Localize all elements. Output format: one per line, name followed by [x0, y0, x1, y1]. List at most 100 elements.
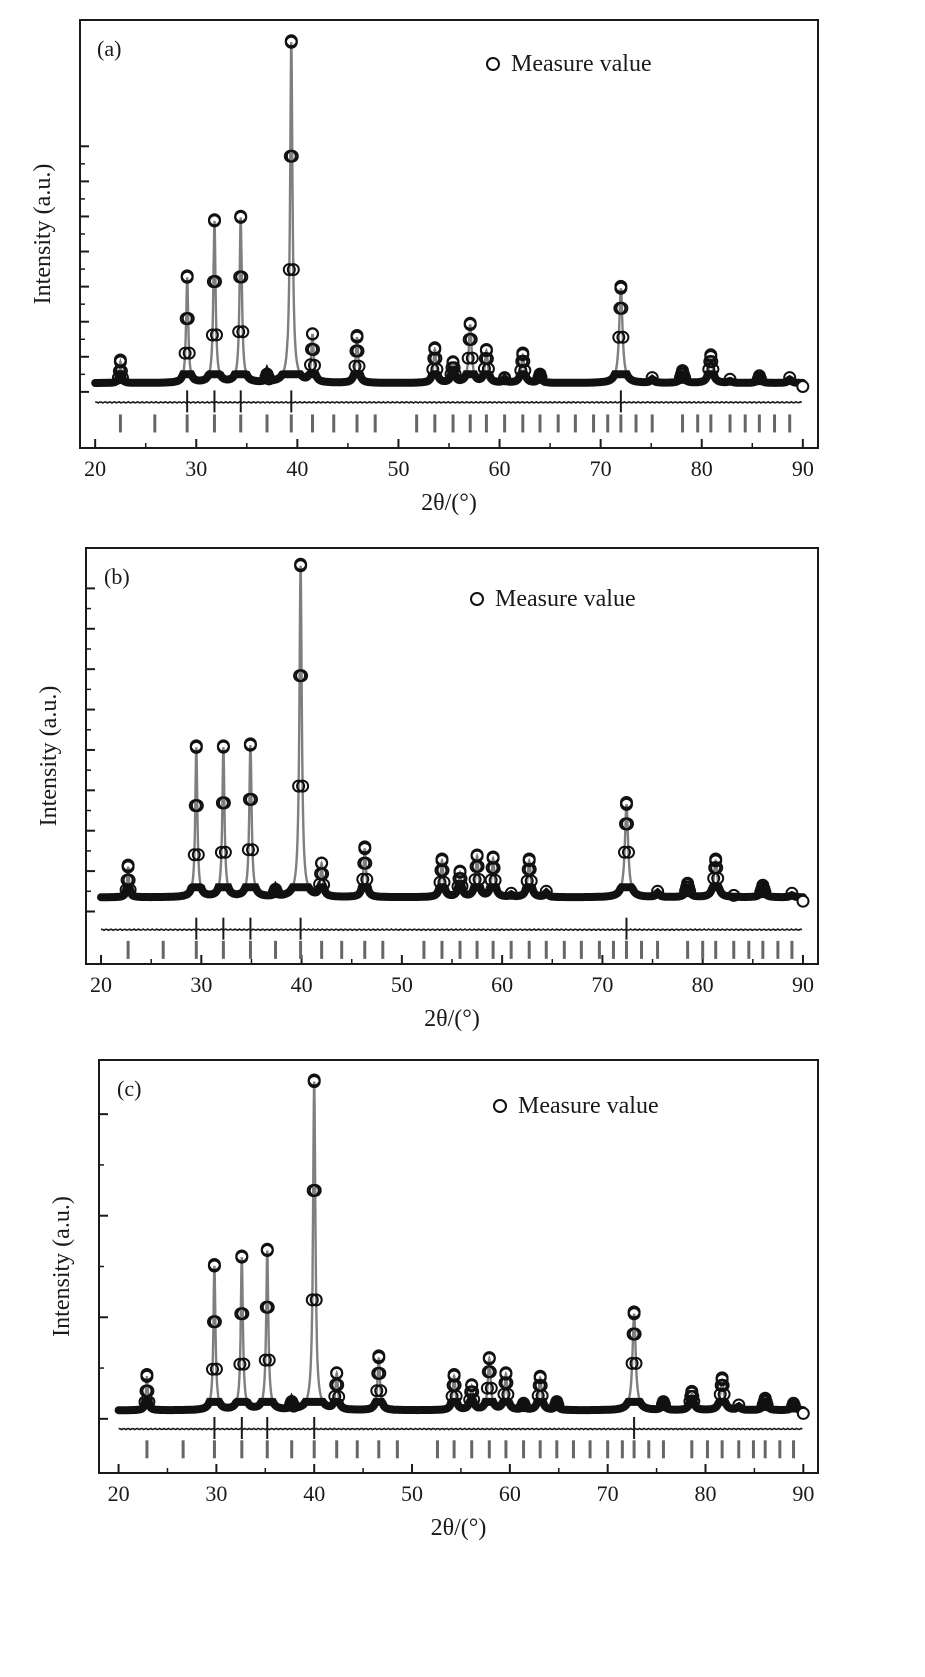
- measured-point: [483, 1365, 497, 1379]
- difference-curve: [118, 1427, 803, 1431]
- x-axis-title: 2θ/(°): [431, 1515, 487, 1541]
- chart-panel-a: 20 30 40 50 60 70 80 90 2θ/(°) Intensity (a.u.) (a…: [30, 19, 819, 516]
- measured-point: [292, 779, 306, 793]
- legend: Measure value: [470, 586, 636, 612]
- measured-point: [467, 1393, 481, 1407]
- x-axis-title: 2θ/(°): [421, 490, 477, 516]
- measured-point: [621, 817, 634, 831]
- measured-point-peak: [260, 1242, 274, 1256]
- x-tick-label: 60: [489, 456, 511, 481]
- measured-point-peak: [681, 876, 695, 890]
- measured-point: [618, 845, 631, 859]
- measured-point: [464, 332, 478, 346]
- measured-point: [451, 880, 465, 893]
- measured-point: [455, 879, 469, 893]
- x-tick-label: 60: [491, 972, 513, 997]
- measured-point-peak: [645, 371, 659, 385]
- measured-point: [122, 873, 136, 887]
- measured-point: [232, 325, 246, 339]
- measured-point-peak: [315, 856, 329, 870]
- measured-point-peak: [113, 353, 127, 367]
- x-tick-label: 40: [303, 1481, 325, 1506]
- x-tick-label: 20: [108, 1481, 130, 1506]
- measured-point-peak: [499, 1366, 513, 1380]
- measured-point-peak: [208, 213, 221, 227]
- measured-point: [116, 371, 129, 385]
- x-tick-label: 60: [499, 1481, 521, 1506]
- measured-point-peak: [620, 796, 633, 809]
- measured-point: [466, 1385, 480, 1399]
- measured-point: [261, 1300, 275, 1314]
- measured-point-peak: [285, 1395, 299, 1409]
- measured-point: [123, 883, 137, 897]
- measured-point-peak: [350, 329, 364, 342]
- measured-point-peak: [516, 346, 530, 360]
- measured-point-peak: [533, 1369, 547, 1383]
- measured-point: [332, 1390, 346, 1404]
- measured-point: [796, 380, 810, 393]
- measured-point-peak: [550, 1395, 564, 1409]
- measured-point-peak: [121, 858, 135, 872]
- measured-point: [484, 873, 498, 887]
- measured-point: [370, 1384, 384, 1398]
- measured-point-peak: [260, 367, 274, 381]
- measured-point-peak: [787, 1396, 800, 1410]
- measured-point-peak: [727, 888, 741, 902]
- measured-point: [359, 856, 373, 870]
- x-tick-label: 50: [401, 1481, 423, 1506]
- measured-point: [796, 894, 810, 908]
- x-tick-label: 30: [190, 972, 212, 997]
- measured-point: [711, 871, 725, 885]
- measured-point-peak: [306, 327, 319, 341]
- measured-point: [246, 843, 259, 857]
- legend-marker: [493, 1099, 507, 1113]
- measured-point-peak: [539, 884, 553, 898]
- measured-point-peak: [284, 34, 298, 48]
- y-axis-title: Intensity (a.u.): [36, 686, 62, 827]
- measured-point: [702, 362, 716, 376]
- x-tick-label: 70: [591, 972, 613, 997]
- measured-point: [628, 1327, 642, 1341]
- measured-point-peak: [294, 557, 308, 571]
- measured-point-peak: [140, 1368, 154, 1381]
- x-tick-label: 20: [84, 456, 106, 481]
- measured-point-peak: [614, 279, 628, 293]
- measured-point: [307, 343, 320, 356]
- measured-point: [484, 1381, 498, 1395]
- measured-point: [448, 367, 462, 381]
- measured-point-peak: [627, 1305, 641, 1319]
- measured-point-peak: [676, 364, 689, 378]
- measured-point-peak: [732, 1398, 746, 1412]
- measured-point: [308, 1183, 322, 1197]
- measured-point-peak: [533, 367, 547, 381]
- x-tick-label: 90: [792, 1481, 814, 1506]
- measured-point-peak: [486, 850, 500, 864]
- difference-curve: [95, 400, 803, 404]
- measured-point: [209, 1362, 223, 1376]
- measured-point-peak: [358, 840, 372, 854]
- measured-point: [209, 275, 222, 288]
- measured-point: [236, 325, 250, 339]
- calculated-profile: [101, 565, 803, 899]
- x-tick-label: 50: [391, 972, 413, 997]
- y-axis-title: Intensity (a.u.): [30, 164, 56, 305]
- x-tick-label: 80: [691, 456, 713, 481]
- measured-point-peak: [482, 1351, 496, 1365]
- x-tick-label: 40: [286, 456, 308, 481]
- measured-point: [615, 301, 629, 315]
- measured-point: [625, 1356, 639, 1370]
- measured-point: [481, 362, 495, 376]
- legend-marker: [486, 57, 500, 71]
- measured-point-peak: [435, 852, 449, 866]
- measured-point: [190, 799, 204, 813]
- measured-point: [309, 1293, 323, 1307]
- measured-point: [305, 1293, 319, 1307]
- x-tick-label: 30: [205, 1481, 227, 1506]
- x-tick-label: 50: [387, 456, 409, 481]
- measured-point-peak: [446, 355, 460, 369]
- measured-point: [683, 884, 697, 898]
- legend-entry: Measure value: [495, 586, 636, 612]
- measured-point-peak: [307, 1073, 321, 1087]
- measured-point: [208, 1315, 222, 1329]
